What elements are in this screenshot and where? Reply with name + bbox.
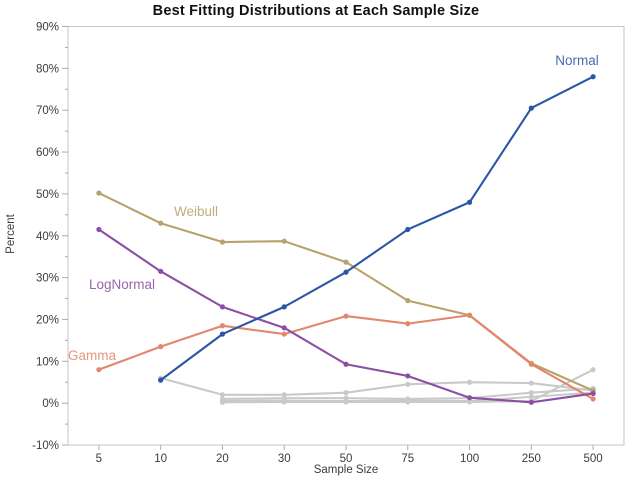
data-point-Gamma xyxy=(466,312,473,318)
data-point-other-1 xyxy=(405,381,411,387)
series-label-Gamma: Gamma xyxy=(68,348,117,363)
x-tick-label: 100 xyxy=(460,453,479,465)
data-point-Gamma xyxy=(528,361,534,367)
series-line-Gamma xyxy=(98,314,594,400)
data-point-LogNormal xyxy=(219,304,226,310)
data-point-other-1 xyxy=(466,379,473,385)
x-axis-label: Sample Size xyxy=(313,464,379,476)
data-point-Normal xyxy=(343,269,349,275)
y-tick-label: 90% xyxy=(36,22,59,34)
y-tick-label: 40% xyxy=(36,231,59,243)
data-point-other-1 xyxy=(528,380,534,386)
data-point-other-4 xyxy=(590,367,596,373)
x-tick-label: 30 xyxy=(278,453,291,465)
data-point-other-3 xyxy=(528,394,534,400)
data-point-Gamma xyxy=(343,313,349,319)
data-point-LogNormal xyxy=(281,325,287,331)
data-point-other-4 xyxy=(343,399,349,405)
data-point-Normal xyxy=(281,304,287,310)
chart-title: Best Fitting Distributions at Each Sampl… xyxy=(152,3,480,19)
series-label-Weibull: Weibull xyxy=(174,204,218,219)
x-tick-label: 10 xyxy=(154,453,167,465)
data-point-Normal xyxy=(590,74,596,80)
x-tick-label: 75 xyxy=(401,453,414,465)
data-point-Weibull xyxy=(343,259,349,265)
data-point-LogNormal xyxy=(96,226,102,233)
x-tick-label: 500 xyxy=(584,453,603,465)
y-tick-label: -10% xyxy=(32,440,59,452)
data-point-Gamma xyxy=(219,323,226,329)
data-point-Gamma xyxy=(96,367,102,373)
y-tick-label: 80% xyxy=(36,63,59,75)
data-point-Gamma xyxy=(590,396,596,402)
data-point-Weibull xyxy=(405,298,411,304)
data-point-Weibull xyxy=(219,239,226,245)
data-point-other-4 xyxy=(219,399,226,405)
data-point-LogNormal xyxy=(528,399,534,405)
x-tick-label: 5 xyxy=(96,453,102,465)
data-point-Gamma xyxy=(281,331,287,337)
y-tick-label: 60% xyxy=(36,147,59,159)
data-point-LogNormal xyxy=(466,395,473,401)
y-tick-label: 70% xyxy=(36,105,59,117)
data-point-LogNormal xyxy=(590,390,596,397)
data-point-other-4 xyxy=(466,399,473,405)
plot-frame xyxy=(67,26,625,446)
x-tick-label: 50 xyxy=(340,453,353,465)
data-point-Normal xyxy=(528,105,534,111)
series-label-Normal: Normal xyxy=(555,53,599,68)
y-tick-label: 0% xyxy=(42,398,59,410)
data-point-Weibull xyxy=(281,238,287,244)
data-point-Weibull xyxy=(96,190,102,196)
data-point-LogNormal xyxy=(158,268,164,274)
data-point-Normal xyxy=(158,377,164,383)
data-point-Normal xyxy=(466,199,473,205)
data-point-Gamma xyxy=(158,344,164,350)
y-tick-label: 20% xyxy=(36,314,59,326)
series-label-LogNormal: LogNormal xyxy=(89,277,155,292)
y-tick-label: 10% xyxy=(36,356,59,368)
data-point-LogNormal xyxy=(343,361,349,367)
y-tick-label: 30% xyxy=(36,273,59,285)
data-point-other-4 xyxy=(405,399,411,405)
data-point-Gamma xyxy=(405,321,411,327)
series-line-Weibull xyxy=(98,192,594,392)
series-line-Normal xyxy=(160,75,594,381)
data-point-other-1 xyxy=(219,392,226,398)
x-tick-label: 250 xyxy=(522,453,541,465)
data-point-Normal xyxy=(219,331,226,337)
data-point-Normal xyxy=(405,226,411,233)
y-tick-label: 50% xyxy=(36,189,59,201)
x-tick-label: 20 xyxy=(216,453,229,465)
data-point-other-4 xyxy=(281,399,287,405)
data-point-LogNormal xyxy=(405,373,411,379)
data-point-Weibull xyxy=(158,220,164,226)
series-line-other-1 xyxy=(160,377,594,396)
data-point-other-1 xyxy=(343,390,349,396)
data-point-other-2 xyxy=(528,390,534,396)
